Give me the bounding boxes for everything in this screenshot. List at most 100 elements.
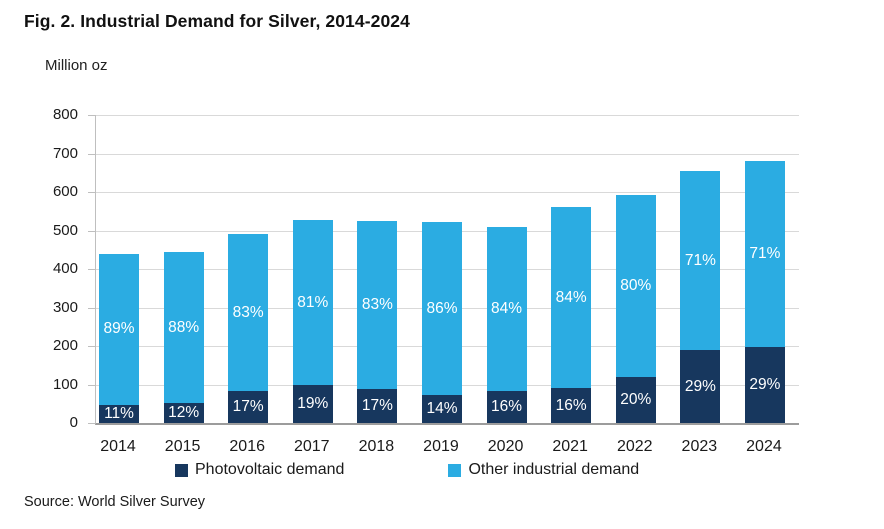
plot-area: 89% 11% 88% 12% 83% 17% 81% 19% 83% 17% 86% 14% 84% 1… xyxy=(88,115,799,425)
y-axis-tick-label: 400 xyxy=(52,260,78,277)
y-axis-tick-label: 300 xyxy=(52,298,78,316)
gridline-800 xyxy=(96,115,799,116)
x-axis-label-2018: 2018 xyxy=(358,438,395,455)
y-tick-mark-500 xyxy=(88,230,95,232)
bar-segment-other-industrial: 81% xyxy=(292,220,333,385)
bar-label-other-percent: 86% xyxy=(426,299,458,317)
y-tick-mark-200 xyxy=(88,346,95,347)
bar-label-other-percent: 71% xyxy=(684,251,716,269)
bar-segment-other-industrial: 89% xyxy=(99,253,139,405)
x-axis-label-2022: 2022 xyxy=(616,438,653,455)
bar-2021: 84% 16% xyxy=(551,207,592,423)
bar-segment-photovoltaic: 16% xyxy=(551,388,592,423)
y-tick-mark-800 xyxy=(88,115,95,116)
y-axis-labels: 0 100 200 300 400 500 600 700 800 xyxy=(28,106,78,431)
legend-swatch-icon xyxy=(448,463,462,477)
bar-segment-other-industrial: 84% xyxy=(486,226,527,392)
bar-segment-other-industrial: 71% xyxy=(680,170,721,350)
bar-2019: 86% 14% xyxy=(421,221,462,423)
bar-segment-photovoltaic: 16% xyxy=(486,391,527,423)
bar-label-other-percent: 84% xyxy=(491,300,523,318)
bar-label-other-percent: 80% xyxy=(620,277,652,295)
bar-segment-photovoltaic: 11% xyxy=(99,404,139,423)
x-axis-label-2017: 2017 xyxy=(293,438,330,455)
y-tick-mark-600 xyxy=(88,192,95,193)
bar-label-pv-percent: 29% xyxy=(684,377,716,395)
x-axis-label-2014: 2014 xyxy=(100,438,136,455)
legend-item: Photovoltaic demand xyxy=(175,461,344,479)
bar-label-other-percent: 88% xyxy=(168,318,200,336)
bar-2018: 83% 17% xyxy=(357,220,398,423)
bar-2016: 83% 17% xyxy=(228,234,269,423)
bar-label-pv-percent: 16% xyxy=(491,398,523,416)
x-axis-label-2023: 2023 xyxy=(681,438,718,455)
legend: Photovoltaic demand Other industrial dema… xyxy=(95,461,798,479)
gridline-700 xyxy=(96,153,799,155)
bar-segment-photovoltaic: 29% xyxy=(680,349,721,423)
bar-label-other-percent: 81% xyxy=(297,293,329,311)
bar-segment-other-industrial: 80% xyxy=(615,194,656,378)
x-axis-labels: 2014 2015 2016 2017 2018 2019 2020 2021 2022 2023… xyxy=(95,438,798,456)
bar-2014: 89% 11% xyxy=(99,253,139,423)
bar-segment-photovoltaic: 17% xyxy=(228,391,269,423)
x-axis-label-2019: 2019 xyxy=(423,438,459,455)
x-axis-label-2015: 2015 xyxy=(164,438,201,455)
x-axis-label-2021: 2021 xyxy=(552,438,588,455)
bar-2020: 84% 16% xyxy=(486,226,527,423)
x-axis-label-2016: 2016 xyxy=(229,438,265,455)
y-tick-mark-0 xyxy=(88,423,95,424)
bar-label-pv-percent: 12% xyxy=(168,404,200,422)
bar-segment-photovoltaic: 19% xyxy=(292,384,333,423)
bar-segment-other-industrial: 83% xyxy=(357,220,398,389)
y-axis-tick-label: 200 xyxy=(52,337,78,354)
y-tick-mark-300 xyxy=(88,307,95,309)
bar-label-pv-percent: 16% xyxy=(555,396,587,414)
bar-segment-other-industrial: 86% xyxy=(421,221,462,395)
bar-label-pv-percent: 17% xyxy=(361,397,393,415)
bar-segment-photovoltaic: 17% xyxy=(357,388,398,423)
bar-2024: 71% 29% xyxy=(744,161,785,423)
bar-label-pv-percent: 17% xyxy=(232,398,264,416)
gridline-600 xyxy=(96,192,799,193)
bar-label-other-percent: 71% xyxy=(749,245,781,263)
bar-segment-other-industrial: 71% xyxy=(744,161,785,348)
bar-2015: 88% 12% xyxy=(163,252,204,423)
y-axis-tick-label: 0 xyxy=(69,414,78,431)
y-axis-tick-label: 500 xyxy=(52,221,78,239)
legend-swatch-icon xyxy=(175,463,188,477)
y-tick-mark-400 xyxy=(88,269,95,270)
y-axis-tick-label: 600 xyxy=(52,183,78,200)
y-tick-mark-700 xyxy=(88,153,95,155)
bar-label-other-percent: 89% xyxy=(103,320,135,338)
legend-label: Other industrial demand xyxy=(468,461,640,478)
bar-label-pv-percent: 11% xyxy=(104,405,134,423)
bar-label-pv-percent: 29% xyxy=(749,376,781,394)
bar-2017: 81% 19% xyxy=(292,220,333,423)
bar-label-other-percent: 83% xyxy=(361,296,393,314)
bar-label-other-percent: 84% xyxy=(555,288,587,306)
y-axis-tick-label: 100 xyxy=(52,375,78,393)
source-note: Source: World Silver Survey xyxy=(24,494,206,510)
legend-item: Other industrial demand xyxy=(448,461,639,479)
bar-segment-photovoltaic: 12% xyxy=(163,402,204,423)
figure-title: Fig. 2. Industrial Demand for Silver, 20… xyxy=(24,11,410,31)
bar-segment-other-industrial: 83% xyxy=(228,234,269,392)
bar-segment-photovoltaic: 14% xyxy=(421,394,462,423)
y-axis-tick-label: 800 xyxy=(52,106,78,123)
y-tick-mark-100 xyxy=(88,384,95,386)
bar-segment-other-industrial: 88% xyxy=(163,252,204,403)
x-axis-label-2024: 2024 xyxy=(746,438,782,455)
bar-2022: 80% 20% xyxy=(615,194,656,423)
legend-label: Photovoltaic demand xyxy=(195,461,345,478)
y-axis-tick-label: 700 xyxy=(52,144,78,162)
bar-segment-other-industrial: 84% xyxy=(551,207,592,389)
bar-label-pv-percent: 19% xyxy=(297,395,329,412)
bar-segment-photovoltaic: 20% xyxy=(615,377,656,423)
bar-label-other-percent: 83% xyxy=(232,303,264,321)
y-axis-units-label: Million oz xyxy=(45,57,108,74)
x-axis-label-2020: 2020 xyxy=(487,438,524,455)
bar-label-pv-percent: 14% xyxy=(426,400,458,418)
bar-2023: 71% 29% xyxy=(680,170,721,423)
bar-segment-photovoltaic: 29% xyxy=(744,347,785,423)
